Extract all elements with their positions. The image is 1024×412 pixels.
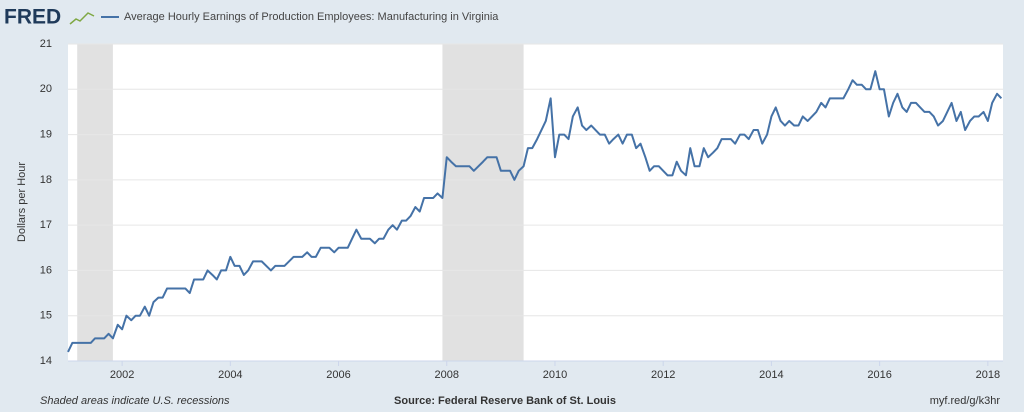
plot-area [68,44,1003,361]
legend-label: Average Hourly Earnings of Production Em… [124,11,499,23]
link: myf.red/g/k3hr [930,395,1001,407]
y-axis-label: Dollars per Hour [16,162,28,242]
y-tick-label: 19 [40,128,52,140]
note: Shaded areas indicate U.S. recessions [40,395,230,407]
logo: FRED [4,6,61,29]
x-tick-label: 2012 [651,369,675,381]
series-line [67,70,1003,353]
x-tick-label: 2004 [218,369,242,381]
y-tick-label: 14 [40,355,52,367]
y-tick-label: 21 [40,38,52,50]
y-tick-label: 15 [40,310,52,322]
x-tick-label: 2018 [976,369,1000,381]
recession-band [442,44,524,361]
x-tick-label: 2006 [326,369,350,381]
x-tick-label: 2010 [543,369,567,381]
x-tick-label: 2008 [435,369,459,381]
x-tick-label: 2014 [759,369,783,381]
recession-band [77,44,113,361]
logo-icon [69,12,95,25]
source: Source: Federal Reserve Bank of St. Loui… [394,395,616,407]
y-tick-label: 17 [40,219,52,231]
x-tick-label: 2016 [867,369,891,381]
y-tick-label: 16 [40,264,52,276]
x-tick-label: 2002 [110,369,134,381]
y-tick-label: 20 [40,83,52,95]
y-tick-label: 18 [40,174,52,186]
